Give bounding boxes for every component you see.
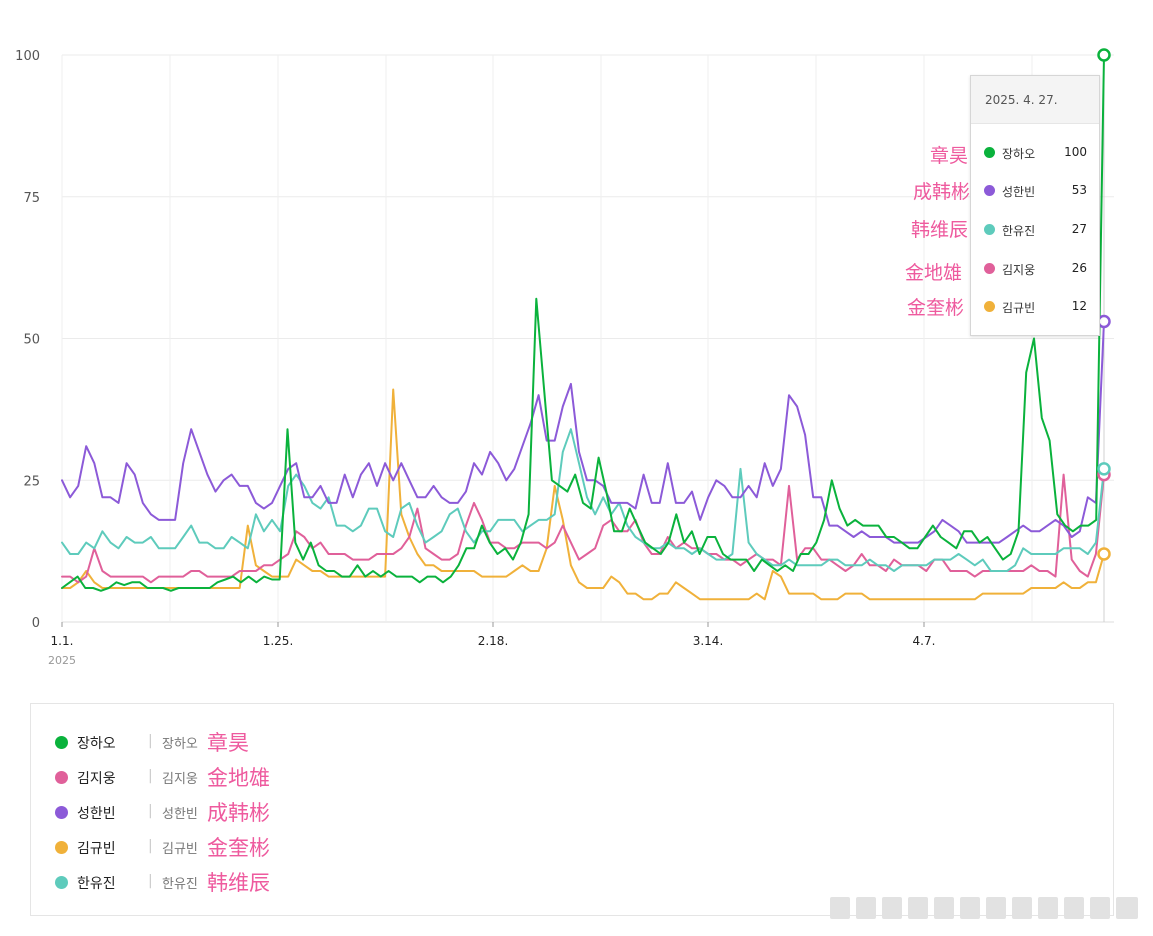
series-dot-icon	[55, 876, 68, 889]
series-line	[61, 388, 1105, 601]
x-year-label: 2025	[48, 654, 76, 667]
legend-series-name: 김지웅	[77, 771, 116, 787]
tooltip-series-name: 김지웅	[1002, 263, 1036, 277]
legend-han-annotation: 章昊	[207, 731, 249, 755]
x-tick-label: 1.1.	[51, 634, 74, 648]
series-dot-icon	[55, 771, 68, 784]
y-axis: 0 25 50 75 100	[15, 49, 40, 631]
legend-separator: |	[148, 838, 153, 854]
x-tick-label: 4.7.	[913, 634, 936, 648]
tooltip-series-name: 한유진	[1002, 224, 1036, 238]
x-tick-label: 3.14.	[693, 634, 724, 648]
chart-grid	[61, 54, 1114, 623]
line-chart: 0 25 50 75 100 1.1. 1.25. 2.18. 3.14. 4.7. 2025 章…	[15, 48, 1114, 667]
series-line	[61, 428, 1105, 572]
series-dot-icon	[984, 185, 995, 196]
tooltip-series-name: 장하오	[1002, 147, 1036, 161]
tooltip-row: 성한빈 53	[971, 180, 1099, 202]
series-line	[61, 473, 1105, 584]
legend-series-name: 장하오	[77, 736, 116, 752]
legend-series-name: 성한빈	[77, 806, 116, 822]
legend-panel: 장하오 | 장하오 章昊 김지웅 | 김지웅 金地雄 성한빈 | 성한빈 成韩彬…	[30, 703, 1114, 916]
series-dot-icon	[55, 806, 68, 819]
series-dot-icon	[55, 841, 68, 854]
annotation-text: 韩维辰	[911, 219, 968, 241]
series-endpoint-marker[interactable]	[1097, 48, 1111, 62]
legend-han-annotation: 金地雄	[207, 766, 270, 790]
legend-separator: |	[148, 733, 153, 749]
series-dot-icon	[984, 147, 995, 158]
y-tick-label: 50	[23, 333, 40, 348]
y-tick-label: 0	[32, 616, 40, 631]
tooltip-series-value: 26	[1071, 261, 1087, 275]
tooltip-row: 김지웅 26	[971, 258, 1099, 280]
series-endpoint-marker[interactable]	[1097, 462, 1111, 476]
tooltip-series-value: 53	[1071, 183, 1087, 197]
annotation-text: 成韩彬	[913, 181, 970, 203]
watermark-logo	[830, 897, 1138, 919]
series-endpoint-marker[interactable]	[1097, 547, 1111, 561]
tooltip-series-value: 100	[1064, 145, 1087, 159]
endpoint-markers	[1097, 48, 1111, 561]
x-axis: 1.1. 1.25. 2.18. 3.14. 4.7. 2025	[48, 622, 935, 667]
series-dot-icon	[984, 224, 995, 235]
legend-series-alias: 성한빈	[162, 807, 198, 822]
legend-han-annotation: 金奎彬	[207, 836, 270, 860]
series-endpoint-marker[interactable]	[1097, 314, 1111, 329]
tooltip-row: 한유진 27	[971, 219, 1099, 241]
series-dot-icon	[984, 263, 995, 274]
tooltip-date: 2025. 4. 27.	[971, 76, 1099, 124]
legend-series-alias: 김규빈	[162, 842, 198, 857]
legend-separator: |	[148, 873, 153, 889]
x-tick-label: 1.25.	[263, 634, 294, 648]
annotation-text: 章昊	[930, 145, 968, 167]
tooltip-series-value: 12	[1071, 299, 1087, 313]
chart-tooltip: 2025. 4. 27. 장하오 100 성한빈 53 한유진 27 김지웅 2…	[970, 75, 1100, 336]
annotation-text: 金奎彬	[907, 297, 964, 319]
legend-separator: |	[148, 803, 153, 819]
legend-series-name: 김규빈	[77, 841, 116, 857]
series-dot-icon	[984, 301, 995, 312]
legend-han-annotation: 韩维辰	[207, 871, 270, 895]
tooltip-row: 김규빈 12	[971, 296, 1099, 318]
legend-separator: |	[148, 768, 153, 784]
annotation-text: 金地雄	[905, 262, 962, 284]
y-tick-label: 25	[23, 474, 40, 489]
chinese-name-annotations: 章昊 成韩彬 韩维辰 金地雄 金奎彬	[905, 145, 970, 319]
series-lines	[61, 54, 1105, 601]
series-line	[61, 320, 1105, 544]
tooltip-series-name: 김규빈	[1002, 301, 1036, 315]
legend-series-name: 한유진	[77, 876, 116, 892]
legend-series-alias: 김지웅	[162, 772, 198, 787]
legend-series-alias: 한유진	[162, 877, 198, 892]
series-dot-icon	[55, 736, 68, 749]
series-line	[61, 54, 1105, 592]
legend-han-annotation: 成韩彬	[207, 801, 270, 825]
tooltip-series-name: 성한빈	[1002, 185, 1036, 199]
tooltip-series-value: 27	[1071, 222, 1087, 236]
y-tick-label: 75	[23, 191, 40, 206]
x-tick-label: 2.18.	[478, 634, 509, 648]
legend-series-alias: 장하오	[162, 737, 198, 752]
tooltip-row: 장하오 100	[971, 142, 1099, 164]
y-tick-label: 100	[15, 49, 40, 64]
